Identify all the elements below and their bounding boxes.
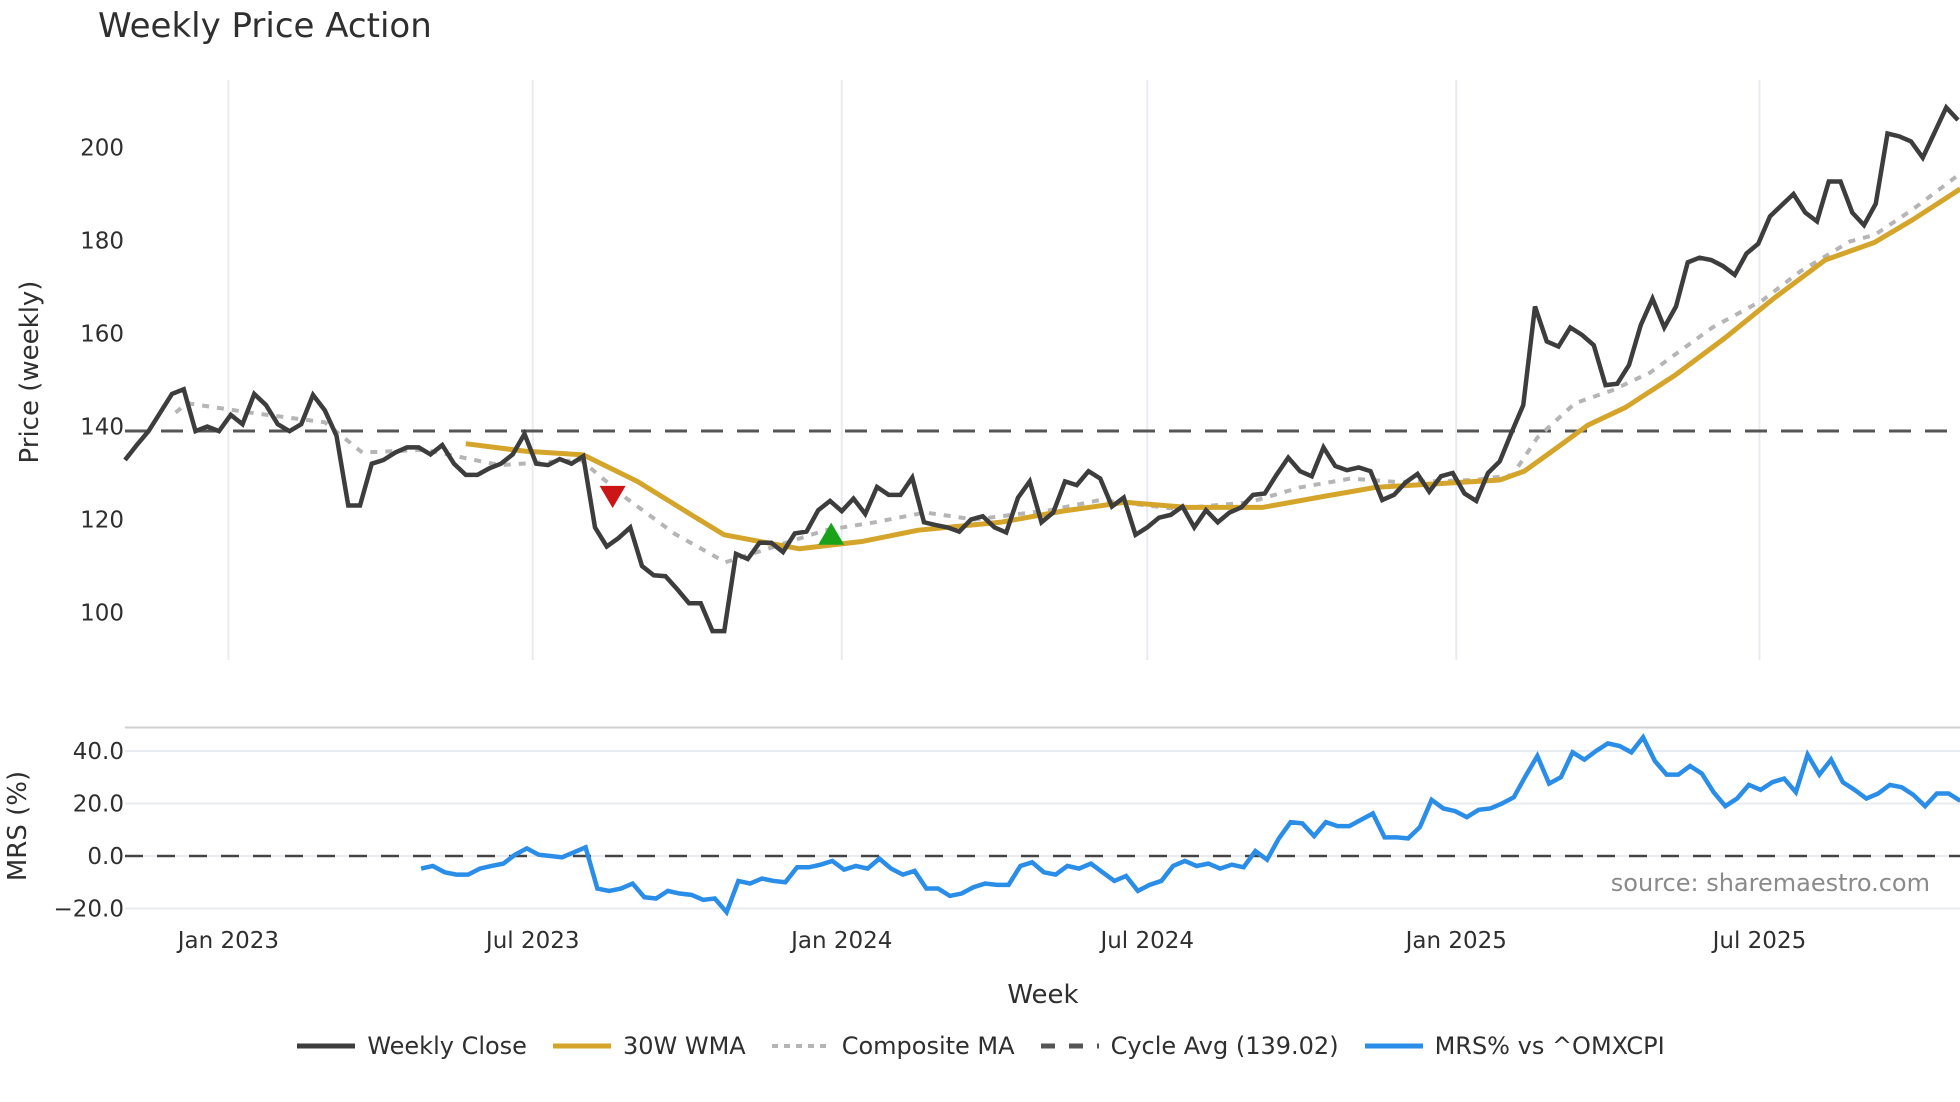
mrs-tick-label: 0.0 (87, 844, 124, 870)
mrs-gridlines (125, 750, 1960, 910)
legend-label: Weekly Close (367, 1032, 527, 1060)
legend-swatch-icon (1040, 1043, 1099, 1049)
price-tick-label: 160 (80, 322, 124, 348)
mrs-tick-label: 40.0 (73, 739, 124, 765)
mrs-y-axis-title: MRS (%) (3, 771, 33, 881)
source-watermark: source: sharemaestro.com (1611, 869, 1930, 897)
mrs-tick-label: 20.0 (73, 792, 124, 818)
price-tick-label: 180 (80, 229, 124, 255)
x-tick-label: Jul 2024 (1098, 928, 1194, 954)
chart-title: Weekly Price Action (98, 6, 432, 46)
chart-canvas: 100 120 140 160 180 200 Price (weekly) −20.0 0… (3, 80, 1960, 1010)
legend-label: Cycle Avg (139.02) (1110, 1032, 1339, 1060)
weekly-close-line (123, 103, 1960, 634)
x-tick-label: Jan 2025 (1404, 928, 1507, 954)
price-y-ticks: 100 120 140 160 180 200 (80, 136, 124, 627)
mrs-tick-label: −20.0 (54, 897, 124, 923)
price-gridlines (227, 80, 1761, 660)
legend-item: Cycle Avg (139.02) (1039, 1032, 1339, 1060)
x-tick-label: Jan 2024 (789, 928, 892, 954)
price-y-axis-title: Price (weekly) (15, 281, 45, 464)
x-axis-title: Week (1007, 980, 1078, 1010)
legend-swatch-icon (771, 1044, 830, 1048)
legend-label: MRS% vs ^OMXCPI (1434, 1032, 1665, 1060)
legend-swatch-icon (552, 1043, 611, 1049)
price-tick-label: 140 (80, 415, 124, 441)
legend: Weekly Close 30W WMA Composite MA Cycle Avg… (0, 1032, 1960, 1060)
legend-swatch-icon (1364, 1043, 1423, 1049)
legend-item: MRS% vs ^OMXCPI (1363, 1032, 1665, 1060)
composite-ma-line (174, 171, 1960, 565)
legend-item: 30W WMA (551, 1032, 746, 1060)
legend-label: 30W WMA (622, 1032, 746, 1060)
mrs-line (420, 733, 1960, 917)
buy-signal-marker (818, 522, 845, 545)
wma-30w-line (465, 186, 1960, 552)
sell-signal-marker (599, 485, 626, 508)
price-tick-label: 100 (80, 601, 124, 627)
price-panel: 100 120 140 160 180 200 Price (weekly) (15, 80, 1960, 660)
legend-swatch-icon (297, 1043, 356, 1049)
mrs-panel: −20.0 0.0 20.0 40.0 MRS (%) source: sharema… (3, 726, 1960, 923)
x-tick-label: Jul 2023 (484, 928, 580, 954)
x-tick-label: Jan 2023 (176, 928, 279, 954)
legend-label: Composite MA (841, 1032, 1015, 1060)
signal-markers (599, 485, 845, 545)
mrs-y-ticks: −20.0 0.0 20.0 40.0 (54, 739, 124, 923)
legend-item: Composite MA (770, 1032, 1015, 1060)
x-tick-label: Jul 2025 (1711, 928, 1807, 954)
price-tick-label: 120 (80, 508, 124, 534)
legend-item: Weekly Close (295, 1032, 527, 1060)
x-axis-ticks: Jan 2023 Jul 2023 Jan 2024 Jul 2024 Jan 2025… (176, 928, 1806, 954)
price-tick-label: 200 (80, 136, 124, 162)
